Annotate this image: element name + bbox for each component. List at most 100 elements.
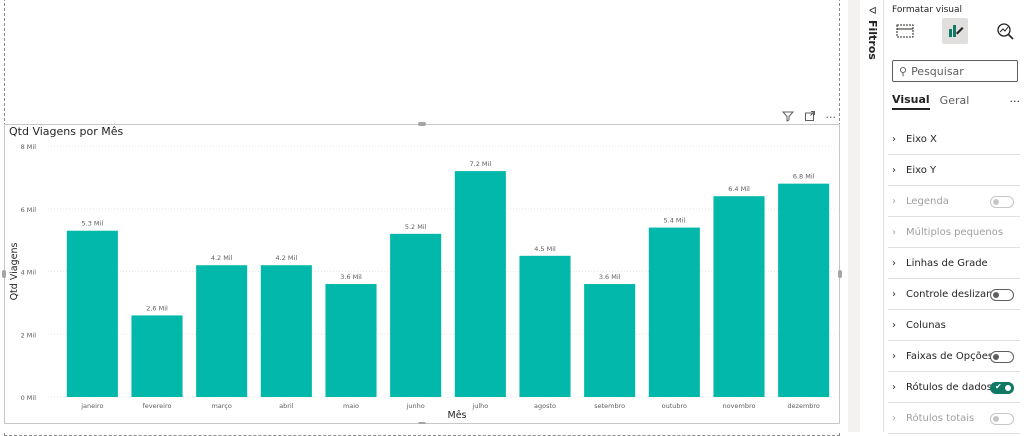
format-tabs: Visual Geral ··· (892, 93, 1020, 110)
data-label: 5.2 Mil (405, 223, 427, 231)
y-tick-label: 8 Mil (21, 143, 37, 151)
filters-pane-label[interactable]: Filtros (866, 20, 879, 60)
format-card-3[interactable]: › Múltiplos pequenos (888, 217, 1020, 248)
bar-setembro (584, 284, 636, 397)
format-card-label: Controle deslizan... (906, 288, 1002, 300)
format-card-label: Legenda (906, 195, 949, 207)
resize-handle-right[interactable] (838, 270, 842, 278)
chevron-right-icon: › (892, 381, 896, 393)
chevron-right-icon: › (892, 226, 896, 238)
format-card-label: Linhas de Grade (906, 257, 988, 269)
format-card-label: Rótulos de dados (906, 381, 992, 393)
focus-mode-icon[interactable] (804, 110, 816, 125)
x-tick-label: dezembro (787, 402, 820, 410)
x-tick-label: novembro (723, 402, 756, 410)
format-card-label: Faixas de Opções (906, 350, 994, 362)
y-axis-title: Qtd Viagens (9, 243, 20, 301)
y-tick-label: 2 Mil (21, 331, 37, 339)
chart-title: Qtd Viagens por Mês (9, 125, 124, 138)
x-tick-label: janeiro (80, 402, 103, 410)
format-card-5[interactable]: › Controle deslizan... (888, 279, 1020, 310)
resize-handle-left[interactable] (2, 270, 6, 278)
data-label: 5.3 Mil (82, 220, 104, 228)
collapse-filters-icon[interactable]: ᐊ (869, 6, 877, 17)
y-tick-label: 0 Mil (21, 394, 37, 402)
x-axis-title: Mês (448, 410, 467, 421)
more-options-icon[interactable]: ··· (1009, 95, 1021, 108)
data-label: 6.8 Mil (793, 173, 815, 181)
x-tick-label: maio (343, 402, 359, 410)
canvas-bottom (0, 424, 848, 432)
bar-chart: 0 Mil 2 Mil 4 Mil 6 Mil 8 Mil 5.3 Mil janeiro 2… (9, 143, 836, 421)
chevron-right-icon: › (892, 412, 896, 424)
chevron-right-icon: › (892, 195, 896, 207)
toggle-switch[interactable] (990, 289, 1014, 301)
bar-outubro (648, 227, 700, 397)
format-card-8[interactable]: › Rótulos de dados ✔ (888, 372, 1020, 403)
x-tick-label: fevereiro (143, 402, 172, 410)
chevron-right-icon: › (892, 164, 896, 176)
check-icon: ✔ (995, 382, 1002, 391)
chevron-right-icon: › (892, 319, 896, 331)
tab-geral[interactable]: Geral (939, 94, 970, 107)
data-label: 3.6 Mil (340, 273, 362, 281)
format-card-label: Múltiplos pequenos (906, 226, 1004, 238)
format-card-label: Colunas (906, 319, 946, 331)
format-card-list: › Eixo X › Eixo Y › Legenda › Múltiplos pequeno… (888, 124, 1020, 434)
y-tick-label: 4 Mil (21, 269, 37, 277)
format-card-9[interactable]: › Rótulos totais (888, 403, 1020, 434)
format-pane: Formatar visual ⚲ Pesquisar Visual Geral… (884, 0, 1024, 434)
format-search-input[interactable]: ⚲ Pesquisar (892, 60, 1018, 82)
search-icon: ⚲ (899, 64, 908, 78)
data-label: 4.2 Mil (276, 254, 298, 262)
bar-março (196, 265, 248, 397)
format-card-6[interactable]: › Colunas (888, 310, 1020, 341)
data-label: 4.2 Mil (211, 254, 233, 262)
analytics-icon[interactable] (992, 18, 1018, 44)
format-card-1[interactable]: › Eixo Y (888, 155, 1020, 186)
build-visual-icon[interactable] (892, 18, 918, 44)
format-card-label: Eixo X (906, 133, 937, 145)
format-pane-title: Formatar visual (892, 5, 963, 15)
format-card-0[interactable]: › Eixo X (888, 124, 1020, 155)
bar-novembro (713, 196, 765, 397)
data-label: 6.4 Mil (728, 185, 750, 193)
toggle-switch (990, 196, 1014, 208)
x-tick-label: setembro (594, 402, 625, 410)
format-card-label: Eixo Y (906, 164, 937, 176)
chevron-right-icon: › (892, 257, 896, 269)
resize-handle-top[interactable] (418, 122, 426, 126)
x-tick-label: março (211, 402, 231, 410)
toggle-knob (993, 416, 999, 422)
visual-header: ··· (781, 110, 837, 125)
chevron-right-icon: › (892, 133, 896, 145)
x-tick-label: abril (279, 402, 294, 410)
toggle-knob (993, 354, 999, 360)
x-tick-label: julho (471, 402, 488, 410)
bar-junho (390, 233, 442, 397)
report-canvas: ··· Qtd Viagens por Mês 0 Mil 2 Mil 4 Mil 6… (0, 0, 848, 436)
y-tick-label: 6 Mil (21, 206, 37, 214)
x-tick-label: agosto (534, 402, 556, 410)
format-card-4[interactable]: › Linhas de Grade (888, 248, 1020, 279)
bar-agosto (519, 255, 571, 397)
toggle-knob (993, 199, 999, 205)
format-pane-icons (892, 18, 1024, 44)
format-card-2[interactable]: › Legenda (888, 186, 1020, 217)
tab-visual[interactable]: Visual (892, 93, 930, 110)
bar-fevereiro (131, 315, 183, 397)
toggle-switch[interactable] (990, 351, 1014, 363)
data-label: 5.4 Mil (664, 217, 686, 225)
bar-dezembro (778, 183, 830, 397)
bar-janeiro (66, 230, 118, 397)
format-visual-icon[interactable] (942, 18, 968, 44)
more-options-icon[interactable]: ··· (825, 111, 837, 124)
bar-abril (260, 265, 312, 397)
toggle-switch[interactable]: ✔ (990, 382, 1014, 394)
chevron-right-icon: › (892, 288, 896, 300)
filters-pane[interactable] (860, 0, 884, 432)
filter-icon[interactable] (781, 110, 794, 125)
format-card-7[interactable]: › Faixas de Opções (888, 341, 1020, 372)
data-label: 7.2 Mil (470, 160, 492, 168)
data-label: 4.5 Mil (534, 245, 556, 253)
